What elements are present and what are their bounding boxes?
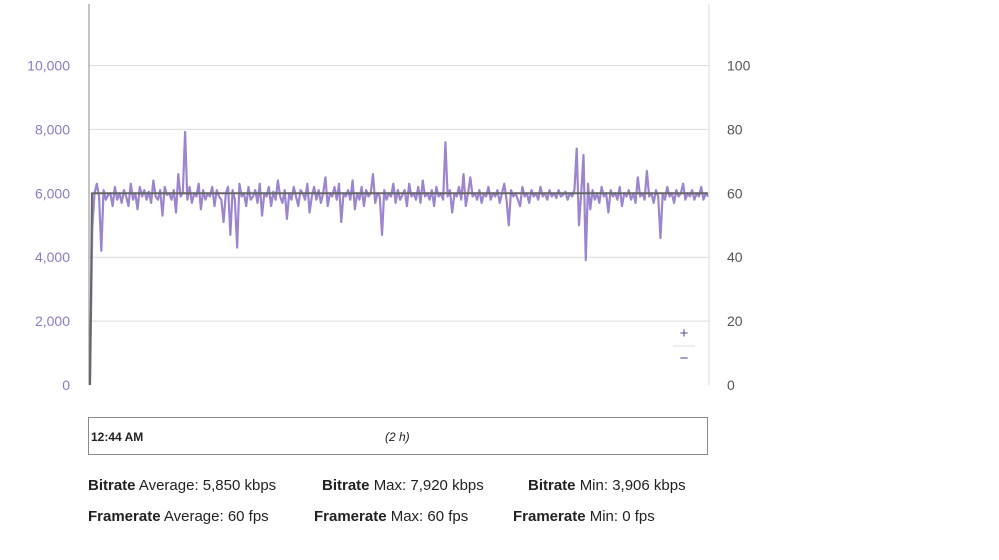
zoom-out-button[interactable] (671, 348, 697, 370)
right-tick-label: 80 (727, 121, 743, 137)
zoom-controls: + − (671, 322, 697, 370)
bitrate-max-value: Max: 7,920 kbps (373, 477, 484, 494)
framerate-line (89, 192, 708, 386)
bitrate-average: Bitrate Average: 5,850 kbps (88, 477, 276, 494)
framerate-label: Framerate (88, 508, 161, 525)
zoom-in-label[interactable]: + (680, 325, 689, 342)
bitrate-line (88, 130, 709, 386)
left-tick-label: 10,000 (27, 58, 70, 74)
framerate-max: Framerate Max: 60 fps (314, 508, 468, 525)
framerate-label: Framerate (314, 508, 387, 525)
timeline-duration: (2 h) (385, 430, 410, 444)
framerate-max-value: Max: 60 fps (390, 508, 469, 525)
left-tick-label: 4,000 (35, 249, 70, 265)
series-layer (88, 130, 709, 386)
framerate-label: Framerate (513, 508, 586, 525)
right-tick-label: 60 (727, 185, 743, 201)
framerate-average-value: Average: 60 fps (163, 508, 269, 525)
timeline-navigator[interactable]: 12:44 AM (2 h) (88, 417, 708, 455)
left-tick-label: 8,000 (35, 121, 70, 137)
zoom-in-button[interactable] (671, 322, 697, 344)
right-tick-label: 20 (727, 313, 743, 329)
right-tick-label: 100 (727, 58, 751, 74)
bitrate-framerate-chart: 0 2,000 4,000 6,000 8,000 10,000 0 20 40 60 80 100… (27, 4, 751, 394)
bitrate-min-value: Min: 3,906 kbps (579, 477, 686, 494)
bitrate-max: Bitrate Max: 7,920 kbps (322, 477, 484, 494)
right-axis-ticks: 0 20 40 60 80 100 (727, 58, 751, 394)
bitrate-label: Bitrate (528, 477, 576, 494)
left-tick-label: 6,000 (35, 185, 70, 201)
left-tick-label: 2,000 (35, 313, 70, 329)
chart-vertical-axes (88, 4, 710, 385)
left-axis-ticks: 0 2,000 4,000 6,000 8,000 10,000 (27, 58, 70, 394)
bitrate-min: Bitrate Min: 3,906 kbps (528, 477, 686, 494)
bitrate-average-value: Average: 5,850 kbps (138, 477, 277, 494)
framerate-min: Framerate Min: 0 fps (513, 508, 655, 525)
left-tick-label: 0 (62, 377, 70, 393)
right-tick-label: 0 (727, 377, 735, 393)
bitrate-label: Bitrate (88, 477, 136, 494)
framerate-average: Framerate Average: 60 fps (88, 508, 269, 525)
framerate-min-value: Min: 0 fps (589, 508, 655, 525)
zoom-out-label[interactable]: − (680, 350, 689, 367)
right-tick-label: 40 (727, 249, 743, 265)
timeline-start-time: 12:44 AM (91, 430, 144, 444)
bitrate-label: Bitrate (322, 477, 370, 494)
